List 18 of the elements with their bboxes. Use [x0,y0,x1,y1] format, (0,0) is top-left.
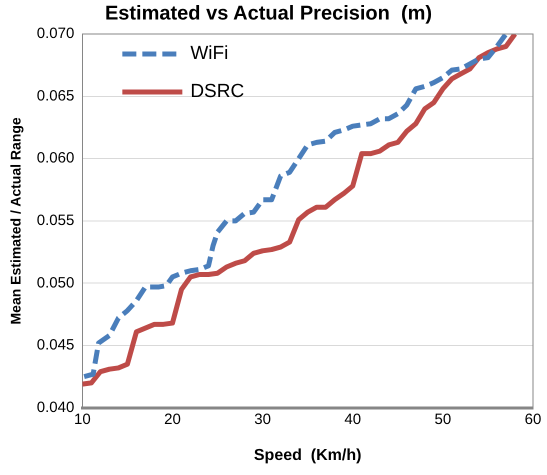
x-tick-label: 10 [74,410,91,428]
x-tick-label: 30 [254,410,271,428]
x-tick-label: 60 [524,410,542,428]
x-tick-label: 40 [344,410,362,428]
y-tick-label: 0.050 [36,274,74,292]
y-tick-label: 0.065 [36,87,74,104]
y-tick-label: 0.040 [36,398,74,416]
x-axis-title: Speed (Km/h) [254,446,362,464]
chart-title: Estimated vs Actual Precision (m) [104,2,432,25]
legend-label: DSRC [190,81,244,102]
y-tick-label: 0.060 [36,150,74,167]
y-tick-label: 0.070 [36,25,74,42]
y-axis-title: Mean Estimated / Actual Range [7,117,24,324]
x-tick-label: 20 [164,410,181,428]
y-tick-label: 0.055 [36,212,74,230]
legend-label: WiFi [190,43,228,64]
x-tick-label: 50 [434,410,452,428]
y-tick-label: 0.045 [36,336,74,354]
